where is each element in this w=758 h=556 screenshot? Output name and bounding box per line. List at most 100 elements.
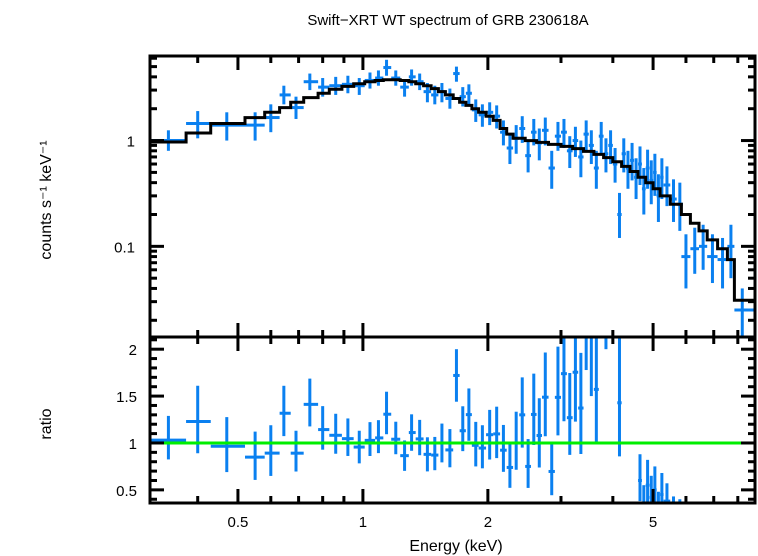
ratio-panel-data xyxy=(150,337,682,503)
top-panel-model xyxy=(150,78,755,302)
axes xyxy=(148,54,757,505)
ratio-point xyxy=(593,337,599,443)
ratio-point xyxy=(210,417,246,473)
chart-title: Swift−XRT WT spectrum of GRB 230618A xyxy=(307,12,588,29)
data-point xyxy=(465,84,472,105)
data-point xyxy=(734,288,755,337)
y-axis-label-ratio: ratio xyxy=(38,408,55,439)
data-point xyxy=(210,112,246,141)
data-point xyxy=(566,136,573,169)
y-axis-label-top: counts s⁻¹ keV⁻¹ xyxy=(38,140,55,259)
ratio-point xyxy=(513,411,520,470)
ytick-label-0.1: 0.1 xyxy=(114,239,135,256)
ratio-point xyxy=(500,424,507,472)
data-point xyxy=(593,150,599,189)
data-point xyxy=(707,234,718,284)
ratio-point xyxy=(530,373,537,446)
data-point xyxy=(303,73,319,91)
data-point xyxy=(663,166,671,207)
data-point xyxy=(525,140,531,173)
ratio-point xyxy=(264,425,280,476)
ratio-point xyxy=(290,430,304,472)
ytick-label-1: 1 xyxy=(127,134,135,151)
data-point xyxy=(727,224,735,279)
ratio-point xyxy=(554,346,561,436)
ratio-point xyxy=(536,398,542,468)
data-point xyxy=(612,148,618,183)
ratio-point xyxy=(660,472,664,503)
ratio-ytick-label-1: 1 xyxy=(129,436,137,453)
ratio-point xyxy=(279,385,291,437)
data-point xyxy=(391,70,401,86)
ratio-point xyxy=(364,422,376,457)
ratio-point xyxy=(548,441,555,496)
top-panel-data xyxy=(150,59,755,337)
ratio-panel-frame xyxy=(148,335,757,505)
ratio-point xyxy=(493,406,501,459)
data-point xyxy=(717,237,728,289)
xtick-label-2: 2 xyxy=(484,514,492,531)
xtick-label-0.5: 0.5 xyxy=(228,514,249,531)
ratio-point xyxy=(525,439,531,488)
data-point xyxy=(506,134,514,165)
model-step-line xyxy=(150,78,755,302)
data-point xyxy=(641,168,646,215)
ratio-point xyxy=(617,337,622,457)
data-point xyxy=(279,85,291,105)
data-point xyxy=(630,142,635,181)
data-point xyxy=(290,96,304,119)
data-point xyxy=(453,66,460,82)
data-point xyxy=(554,121,561,151)
ratio-ytick-label-0.5: 0.5 xyxy=(116,483,137,500)
ratio-point xyxy=(519,377,526,448)
ratio-point xyxy=(453,349,460,402)
ratio-point xyxy=(578,352,584,455)
data-point xyxy=(583,120,589,151)
xtick-label-5: 5 xyxy=(649,514,657,531)
ratio-point xyxy=(560,337,567,422)
data-point xyxy=(656,174,661,222)
ratio-point xyxy=(541,352,549,437)
ratio-point xyxy=(408,414,416,451)
ratio-point xyxy=(506,442,514,488)
data-point xyxy=(541,117,549,146)
ratio-point xyxy=(645,459,650,503)
ratio-point xyxy=(391,421,401,455)
data-point xyxy=(383,59,392,76)
ratio-point xyxy=(486,409,494,460)
ratio-point xyxy=(638,454,642,502)
data-point xyxy=(638,146,642,186)
ratio-point xyxy=(572,337,579,422)
data-point xyxy=(690,227,699,274)
ratio-point xyxy=(375,420,384,454)
data-point xyxy=(560,118,567,149)
ratio-point xyxy=(465,388,472,441)
ratio-point xyxy=(566,373,573,455)
data-point xyxy=(588,130,594,165)
ratio-point xyxy=(341,418,354,456)
data-point xyxy=(617,192,622,238)
xtick-label-1: 1 xyxy=(359,514,367,531)
data-point xyxy=(264,104,280,133)
data-point xyxy=(536,128,542,161)
data-point xyxy=(548,150,555,189)
ratio-point xyxy=(353,430,365,464)
data-point xyxy=(329,76,342,95)
ratio-point xyxy=(329,413,342,454)
ratio-point xyxy=(150,415,187,460)
ratio-point xyxy=(400,440,409,471)
data-point xyxy=(660,158,664,200)
x-axis-label: Energy (keV) xyxy=(409,538,502,555)
ratio-point xyxy=(383,391,392,435)
data-point xyxy=(353,78,365,95)
data-point xyxy=(578,140,584,178)
data-point xyxy=(341,75,354,94)
data-point xyxy=(400,79,409,97)
data-point xyxy=(681,234,691,289)
ratio-point xyxy=(245,431,265,480)
ratio-point xyxy=(478,425,487,469)
ratio-point xyxy=(445,429,454,468)
data-point xyxy=(572,126,579,157)
ratio-ytick-label-2: 2 xyxy=(129,342,137,359)
